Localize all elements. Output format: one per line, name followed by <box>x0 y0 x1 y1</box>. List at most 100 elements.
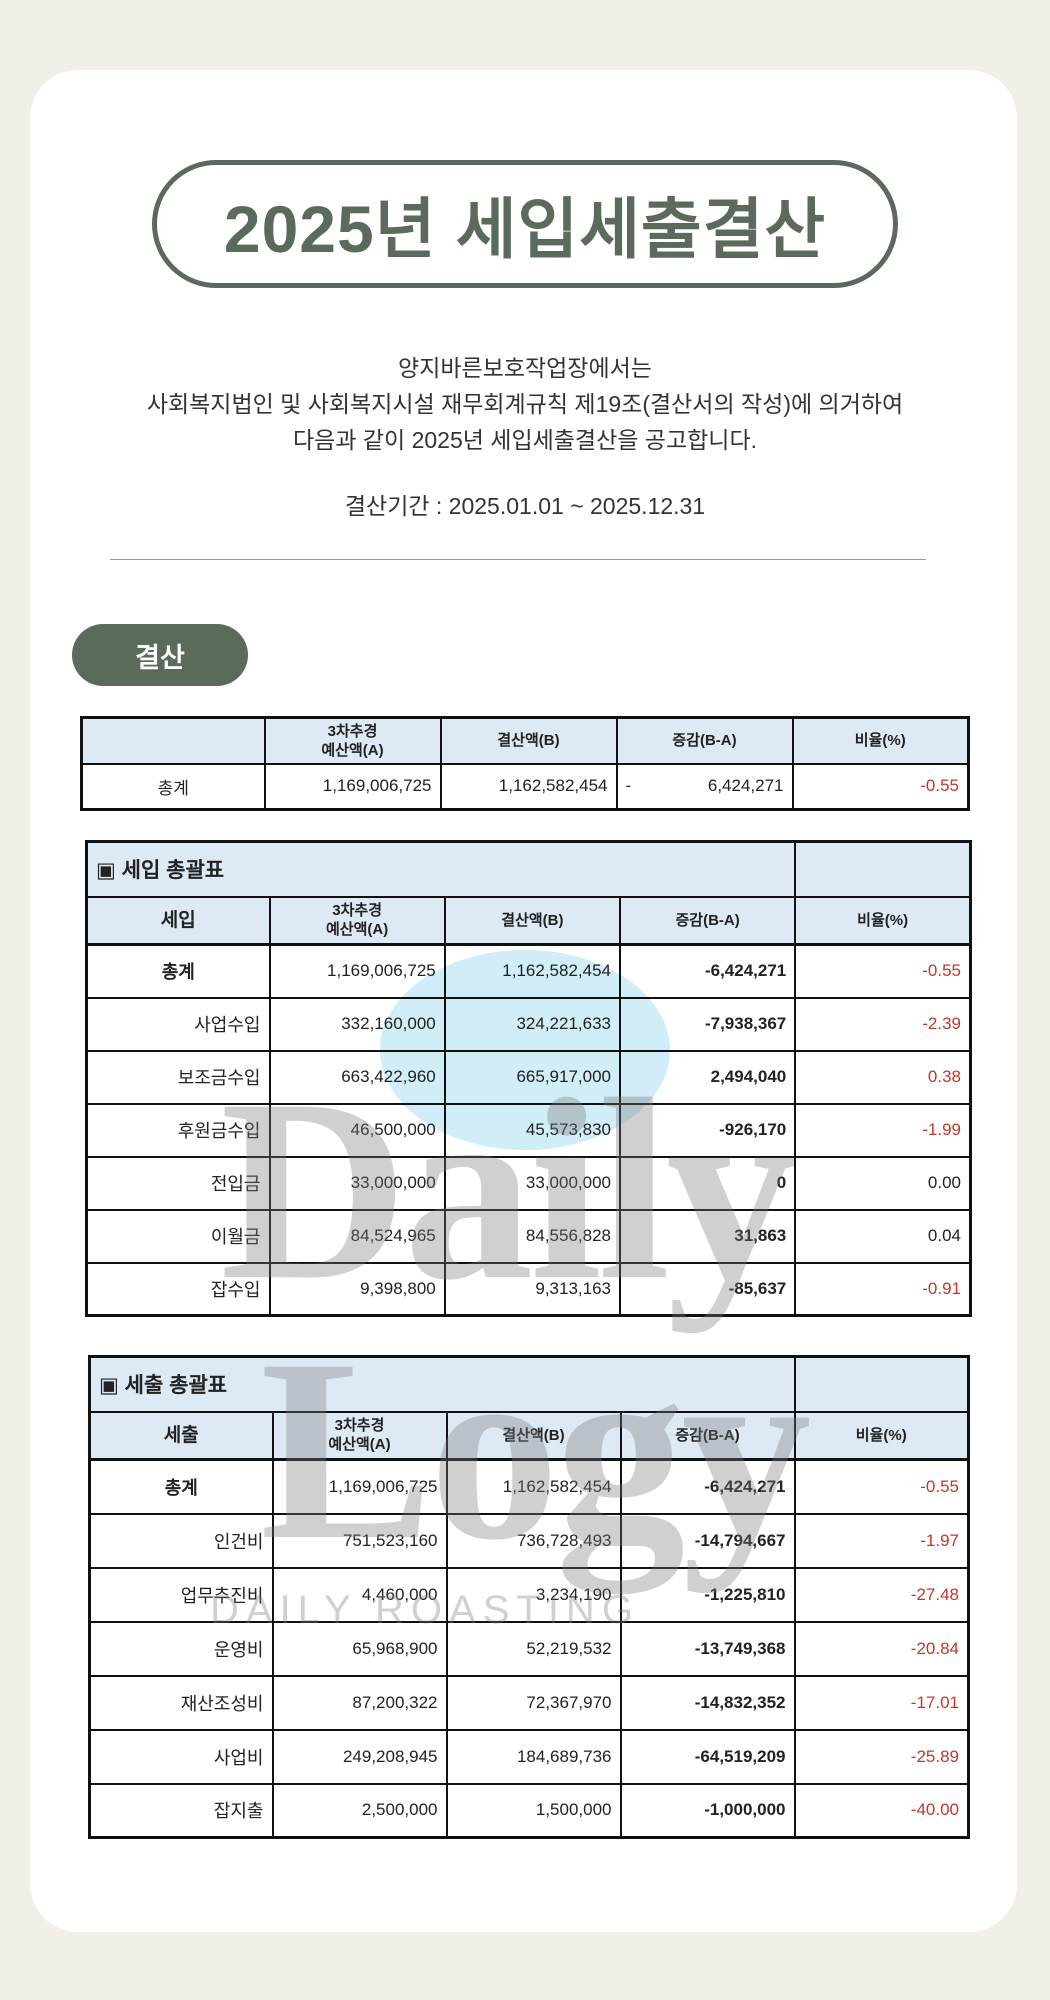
budget-cell: 46,500,000 <box>268 1102 446 1158</box>
budget-cell: 65,968,900 <box>271 1620 448 1677</box>
ratio-cell: -0.55 <box>794 943 972 999</box>
diff-cell: 2,494,040 <box>618 1049 797 1105</box>
expense-table-title: ▣ 세출 총괄표 <box>88 1355 796 1413</box>
diff-cell: -64,519,209 <box>619 1728 796 1785</box>
table-row: 전입금 33,000,000 33,000,000 0 0.00 <box>85 1155 972 1211</box>
table-row: 재산조성비 87,200,322 72,367,970 -14,832,352 -17.… <box>88 1674 970 1731</box>
header-diff: 증감(B-A) <box>619 1410 796 1461</box>
settlement-period: 결산기간 : 2025.01.01 ~ 2025.12.31 <box>344 493 706 519</box>
header-budget: 3차추경 예산액(A) <box>263 716 442 765</box>
table-row: 사업수입 332,160,000 324,221,633 -7,938,367 -2.3… <box>85 996 972 1052</box>
table-row: 후원금수입 46,500,000 45,573,830 -926,170 -1.99 <box>85 1102 972 1158</box>
ratio-cell: -0.55 <box>793 1458 970 1515</box>
header-diff: 증감(B-A) <box>615 716 794 765</box>
table-row: 잡지출 2,500,000 1,500,000 -1,000,000 -40.00 <box>88 1782 970 1839</box>
settled-cell: 45,573,830 <box>443 1102 622 1158</box>
settled-cell: 324,221,633 <box>443 996 622 1052</box>
table-row: 잡수입 9,398,800 9,313,163 -85,637 -0.91 <box>85 1261 972 1317</box>
row-label: 보조금수입 <box>85 1049 271 1105</box>
row-label: 총계 <box>85 943 271 999</box>
diff-cell: -7,938,367 <box>618 996 797 1052</box>
row-label: 업무추진비 <box>88 1566 274 1623</box>
diff-cell: -6,424,271 <box>619 1458 796 1515</box>
diff-cell: -1,000,000 <box>619 1782 796 1839</box>
header-diff: 증감(B-A) <box>618 895 797 946</box>
row-label: 운영비 <box>88 1620 274 1677</box>
row-label: 후원금수입 <box>85 1102 271 1158</box>
header-expense: 세출 <box>88 1410 274 1461</box>
settled-cell: 9,313,163 <box>443 1261 622 1317</box>
budget-cell: 2,500,000 <box>271 1782 448 1839</box>
settled-cell: 33,000,000 <box>443 1155 622 1211</box>
ratio-cell: 0.04 <box>794 1208 972 1264</box>
budget-cell: 1,169,006,725 <box>271 1458 448 1515</box>
ratio-cell: -40.00 <box>793 1782 970 1839</box>
row-label: 사업수입 <box>85 996 271 1052</box>
ratio-cell: -1.99 <box>794 1102 972 1158</box>
budget-cell: 9,398,800 <box>268 1261 446 1317</box>
ratio-cell: -27.48 <box>793 1566 970 1623</box>
ratio-cell: -17.01 <box>793 1674 970 1731</box>
settled-cell: 184,689,736 <box>445 1728 622 1785</box>
budget-cell: 33,000,000 <box>268 1155 446 1211</box>
diff-cell: -14,794,667 <box>619 1512 796 1569</box>
title-blank <box>794 840 972 898</box>
intro-line-1: 양지바른보호작업장에서는 <box>398 355 652 381</box>
budget-cell: 1,169,006,725 <box>268 943 446 999</box>
settled-cell: 1,162,582,454 <box>443 943 622 999</box>
row-label: 인건비 <box>88 1512 274 1569</box>
row-label: 재산조성비 <box>88 1674 274 1731</box>
divider <box>110 559 926 560</box>
settled-cell: 665,917,000 <box>443 1049 622 1105</box>
ratio-cell: -0.91 <box>794 1261 972 1317</box>
budget-cell: 249,208,945 <box>271 1728 448 1785</box>
header-ratio: 비율(%) <box>793 1410 970 1461</box>
table-row: 총계 1,169,006,725 1,162,582,454 -6,424,27… <box>80 762 970 811</box>
page-title: 2025년 세입세출결산 <box>152 160 898 288</box>
row-label: 사업비 <box>88 1728 274 1785</box>
table-row: 총계 1,169,006,725 1,162,582,454 -6,424,271 -0… <box>85 943 972 999</box>
settled-cell: 84,556,828 <box>443 1208 622 1264</box>
intro-line-3: 다음과 같이 2025년 세입세출결산을 공고합니다. <box>293 427 757 453</box>
budget-cell: 4,460,000 <box>271 1566 448 1623</box>
budget-cell: 663,422,960 <box>268 1049 446 1105</box>
ratio-cell: -0.55 <box>791 762 970 811</box>
table-row: 보조금수입 663,422,960 665,917,000 2,494,040 0.38 <box>85 1049 972 1105</box>
income-table-title: ▣ 세입 총괄표 <box>85 840 797 898</box>
ratio-cell: 0.38 <box>794 1049 972 1105</box>
header-income: 세입 <box>85 895 271 946</box>
title-blank <box>793 1355 970 1413</box>
table-row: 인건비 751,523,160 736,728,493 -14,794,667 -1.9… <box>88 1512 970 1569</box>
diff-cell: -14,832,352 <box>619 1674 796 1731</box>
header-settled: 결산액(B) <box>443 895 622 946</box>
settled-cell: 72,367,970 <box>445 1674 622 1731</box>
settled-cell: 736,728,493 <box>445 1512 622 1569</box>
expense-summary-table: ▣ 세출 총괄표 세출 3차추경 예산액(A) 결산액(B) 증감(B-A) 비율… <box>88 1355 970 1839</box>
diff-cell: -13,749,368 <box>619 1620 796 1677</box>
header-budget: 3차추경 예산액(A) <box>271 1410 448 1461</box>
ratio-cell: -1.97 <box>793 1512 970 1569</box>
row-label: 전입금 <box>85 1155 271 1211</box>
header-settled: 결산액(B) <box>439 716 618 765</box>
ratio-cell: -20.84 <box>793 1620 970 1677</box>
table-row: 사업비 249,208,945 184,689,736 -64,519,209 -25.… <box>88 1728 970 1785</box>
table-row: 운영비 65,968,900 52,219,532 -13,749,368 -20.84 <box>88 1620 970 1677</box>
row-label: 잡수입 <box>85 1261 271 1317</box>
diff-cell: -1,225,810 <box>619 1566 796 1623</box>
row-label: 잡지출 <box>88 1782 274 1839</box>
summary-table: 3차추경 예산액(A) 결산액(B) 증감(B-A) 비율(%) 총계 1,169… <box>80 716 970 811</box>
diff-cell: -6,424,271 <box>618 943 797 999</box>
diff-cell: 31,863 <box>618 1208 797 1264</box>
budget-cell: 84,524,965 <box>268 1208 446 1264</box>
budget-cell: 332,160,000 <box>268 996 446 1052</box>
settled-cell: 52,219,532 <box>445 1620 622 1677</box>
intro-line-2: 사회복지법인 및 사회복지시설 재무회계규칙 제19조(결산서의 작성)에 의거… <box>146 391 904 417</box>
row-label: 이월금 <box>85 1208 271 1264</box>
header-blank <box>80 716 266 765</box>
table-row: 총계 1,169,006,725 1,162,582,454 -6,424,271 -0… <box>88 1458 970 1515</box>
section-label: 결산 <box>72 624 248 686</box>
settled-cell: 3,234,190 <box>445 1566 622 1623</box>
row-label: 총계 <box>88 1458 274 1515</box>
header-ratio: 비율(%) <box>794 895 972 946</box>
ratio-cell: -2.39 <box>794 996 972 1052</box>
